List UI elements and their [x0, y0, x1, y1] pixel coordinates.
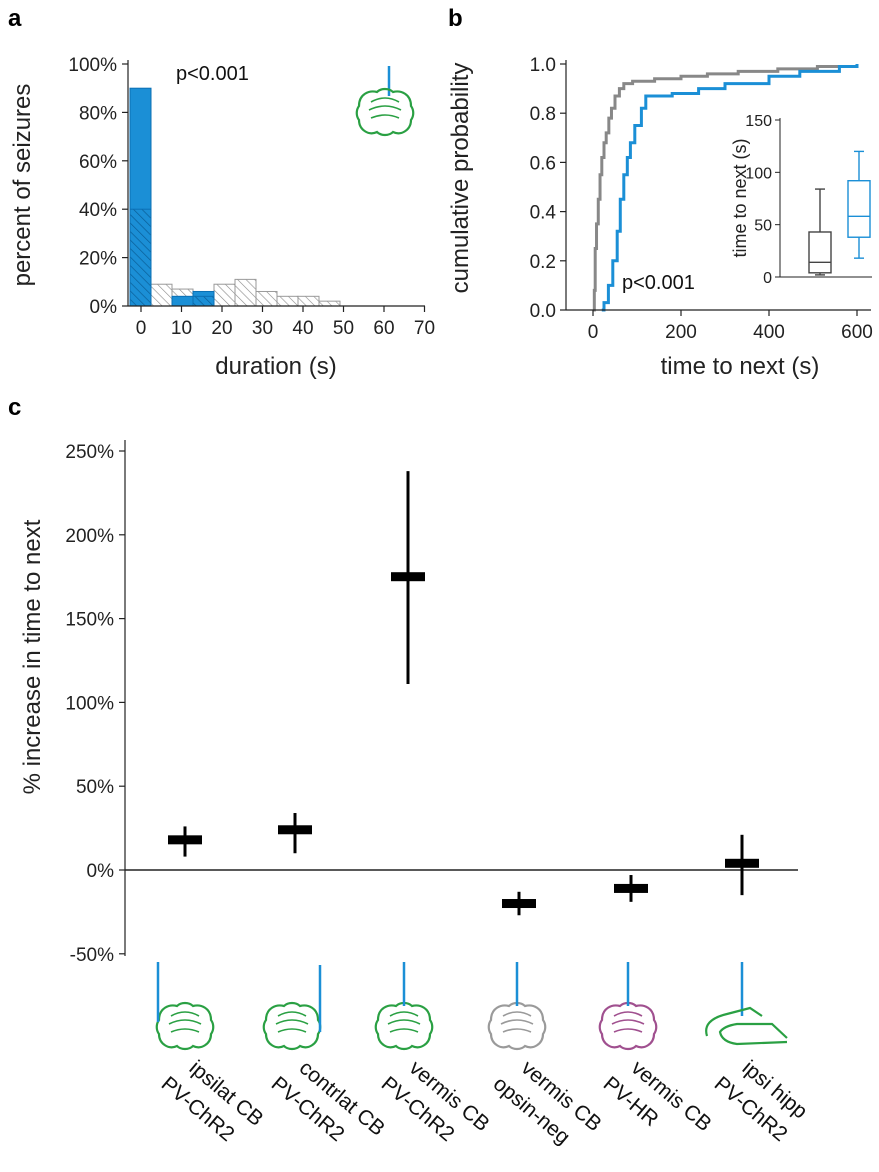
histogram-bar-hatched: [255, 290, 278, 307]
y-tick-label: 80%: [79, 103, 117, 124]
box-body: [847, 180, 871, 238]
cerebellum-probe-icon: [374, 962, 434, 1051]
cerebellum-folia: [387, 1011, 421, 1033]
mean-marker: [278, 825, 312, 835]
cerebellum-probe-icon: [262, 965, 322, 1051]
histogram-bar-solid: [171, 295, 194, 307]
y-tick-label: 50%: [76, 777, 114, 798]
histogram-bar-overlap: [129, 208, 152, 307]
mean-marker: [725, 858, 759, 868]
y-tick-label: 0%: [90, 297, 118, 318]
panel-c-label: c: [8, 394, 21, 421]
histogram-bar-overlap: [192, 295, 215, 307]
x-tick-label: 600: [841, 322, 873, 343]
y-tick-label: -50%: [70, 945, 114, 966]
panel-b-pvalue: p<0.001: [622, 272, 695, 294]
cerebellum-probe-icon: [155, 962, 215, 1051]
box-body: [808, 231, 832, 274]
mean-marker: [614, 883, 648, 893]
cerebellum-outline: [262, 1001, 322, 1051]
panel-b-label: b: [448, 5, 463, 32]
y-tick-label: 150%: [65, 610, 114, 631]
cdf-line-gray: [592, 64, 859, 312]
y-tick-label: 0.6: [530, 153, 556, 174]
y-tick-label: 100%: [65, 693, 114, 714]
x-tick-label: 60: [373, 318, 394, 339]
y-tick-label: 100%: [68, 55, 117, 76]
panel-b-cdf: 0.0 0.2 0.4 0.6 0.8 1.0 0 200 400 600 cumulative…: [447, 55, 873, 380]
x-tick-label: 10: [171, 318, 192, 339]
panel-a-label: a: [8, 5, 22, 32]
cerebellum-outline: [374, 1001, 434, 1051]
y-tick-label: 60%: [79, 152, 117, 173]
y-tick-label: 250%: [65, 442, 114, 463]
x-tick-label: 50: [333, 318, 354, 339]
inset-y-tick-label: 100: [745, 165, 772, 182]
hippocampus-outline: [705, 1006, 788, 1046]
y-tick-label: 40%: [79, 200, 117, 221]
panel-b-inset-ylabel: time to next (s): [730, 138, 750, 257]
cerebellum-folia: [168, 1011, 202, 1033]
x-tick-label: 20: [211, 318, 232, 339]
panel-b-xlabel: time to next (s): [661, 353, 820, 380]
y-tick-label: 200%: [65, 526, 114, 547]
inset-y-tick-label: 50: [754, 218, 772, 235]
histogram-bar-hatched: [213, 283, 236, 307]
x-tick-label: 0: [588, 322, 599, 343]
y-tick-label: 1.0: [530, 55, 556, 76]
x-tick-label: 40: [292, 318, 313, 339]
x-tick-label: 70: [414, 318, 435, 339]
cerebellum-probe-icon: [487, 962, 547, 1051]
cerebellum-probe-icon: [355, 66, 415, 137]
y-tick-label: 0.0: [530, 301, 556, 322]
cerebellum-probe-icon: [598, 962, 658, 1051]
panel-a-ylabel: percent of seizures: [9, 84, 36, 287]
y-tick-label: 0%: [87, 861, 115, 882]
mean-marker: [168, 835, 202, 845]
x-tick-label: 200: [665, 322, 697, 343]
mean-marker: [502, 899, 536, 909]
y-tick-label: 0.2: [530, 252, 556, 273]
cerebellum-folia: [500, 1011, 534, 1033]
cdf-line-blue: [601, 64, 859, 312]
panel-c-effects: -50%0%50%100%150%200%250% ipsilat CBPV-C…: [19, 440, 812, 1149]
cerebellum-outline: [487, 1001, 547, 1051]
hippocampus-probe-icon: [705, 962, 788, 1046]
mean-marker: [391, 572, 425, 582]
histogram-bar-hatched: [234, 278, 257, 307]
histogram-bar-hatched: [297, 295, 320, 307]
x-tick-label: 400: [753, 322, 785, 343]
x-tick-label: 0: [136, 318, 147, 339]
panel-a-pvalue: p<0.001: [176, 63, 249, 85]
cerebellum-outline: [598, 1001, 658, 1051]
histogram-bar-hatched: [276, 295, 299, 307]
cerebellum-folia: [611, 1011, 645, 1033]
y-tick-label: 0.8: [530, 104, 556, 125]
cerebellum-folia: [275, 1011, 309, 1033]
cerebellum-outline: [155, 1001, 215, 1051]
panel-a-histogram: 0% 20% 40% 60% 80% 100% 0 10 20 30 40 50 60 70 perce…: [9, 55, 435, 380]
panel-b-ylabel: cumulative probability: [447, 63, 474, 294]
inset-y-tick-label: 0: [763, 270, 772, 287]
panel-b-inset-boxplot: 0 50 100 150 time to next (s): [730, 113, 872, 287]
x-tick-label: 30: [252, 318, 273, 339]
histogram-bar-hatched: [150, 283, 173, 307]
y-tick-label: 20%: [79, 249, 117, 270]
inset-y-tick-label: 150: [745, 113, 772, 130]
panel-c-ylabel: % increase in time to next: [19, 519, 46, 794]
panel-a-xlabel: duration (s): [215, 353, 336, 380]
y-tick-label: 0.4: [530, 203, 557, 224]
histogram-bar-hatched: [318, 300, 341, 307]
